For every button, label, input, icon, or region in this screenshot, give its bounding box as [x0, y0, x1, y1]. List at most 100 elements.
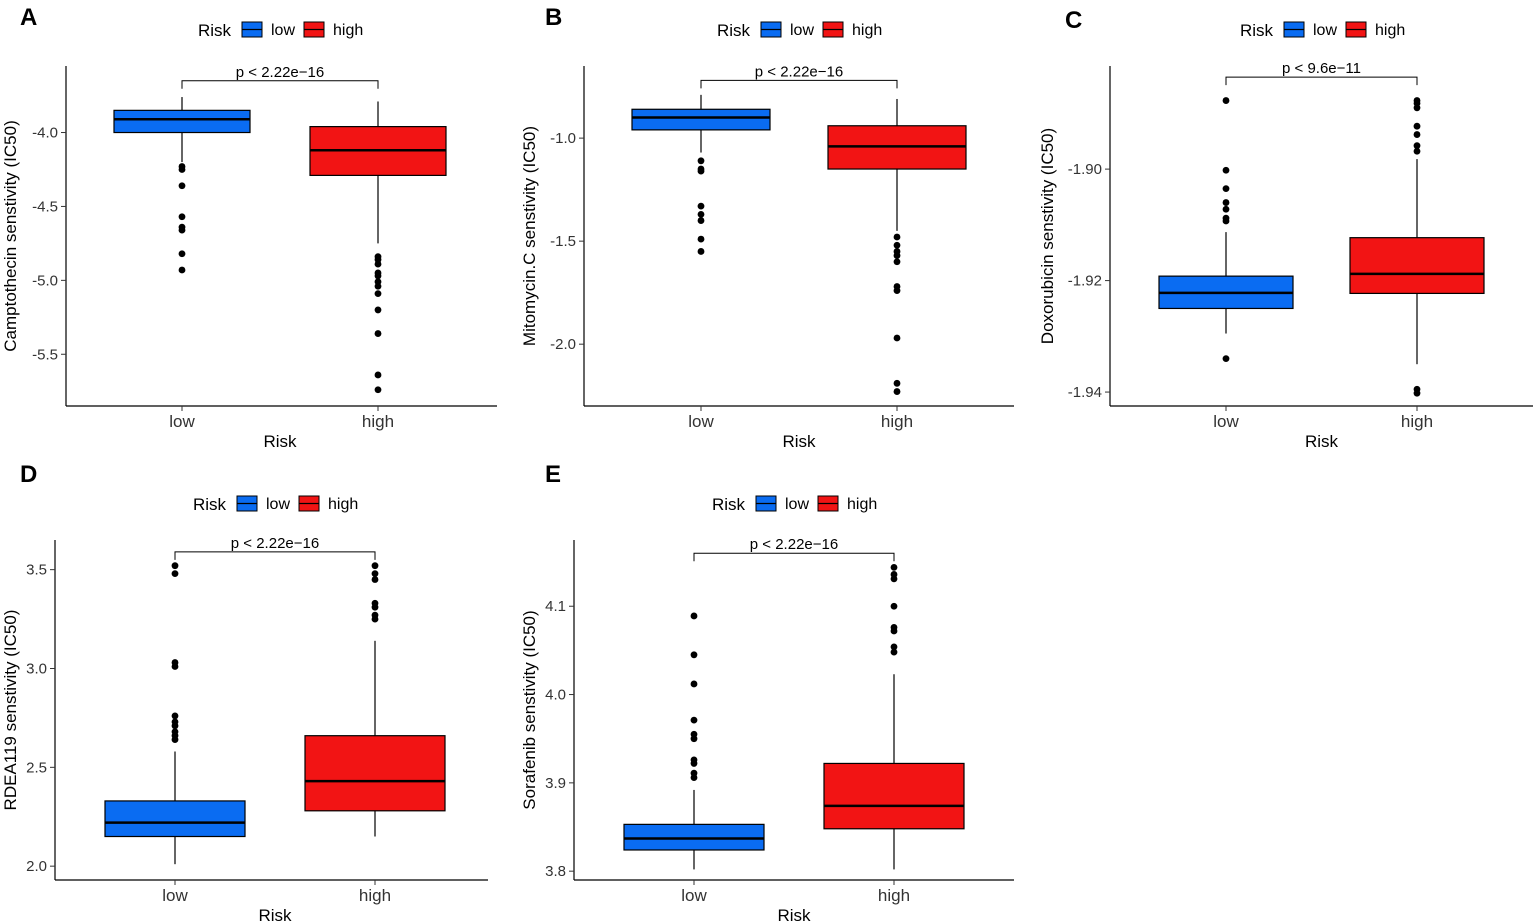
legend-title: Risk	[712, 495, 746, 514]
x-axis-title: Risk	[258, 906, 292, 923]
significance-bracket: p < 2.22e−16	[181, 64, 379, 89]
outlier-point	[893, 379, 901, 387]
p-value-label: p < 2.22e−16	[231, 535, 319, 552]
legend-title: Risk	[1240, 21, 1274, 40]
outlier-point	[374, 282, 382, 290]
outlier-point	[890, 563, 898, 571]
legend-label-low: low	[271, 22, 295, 39]
outlier-point	[890, 624, 898, 631]
box-high	[827, 98, 967, 395]
outlier-point	[1413, 131, 1421, 138]
legend: Risk low high	[712, 495, 877, 514]
y-tick-label: -1.92	[1068, 273, 1102, 290]
box-iqr	[113, 109, 251, 134]
outlier-point	[690, 769, 698, 777]
bracket-line	[700, 79, 898, 89]
bracket-line	[181, 80, 379, 89]
y-tick-label: 3.9	[545, 775, 566, 792]
outlier-point	[178, 213, 186, 221]
y-tick-label: -4.0	[32, 125, 58, 142]
outlier-point	[1222, 205, 1230, 213]
y-axis-title: Camptothecin senstivity (IC50)	[1, 120, 20, 351]
bracket-line	[1225, 76, 1418, 86]
box-high	[304, 562, 446, 837]
outlier-point	[178, 226, 186, 234]
x-tick-label: high	[1401, 412, 1433, 431]
box-high	[309, 101, 447, 394]
outlier-point	[171, 570, 179, 578]
outlier-point	[690, 716, 698, 724]
outlier-point	[371, 576, 379, 583]
x-tick-label: high	[359, 886, 391, 905]
legend: Risk low high	[1240, 21, 1405, 40]
outlier-point	[374, 272, 382, 280]
panel-B: B Risk low high -1.0 -1.5 -2.0 low high Risk Mitom…	[520, 4, 1014, 451]
significance-bracket: p < 2.22e−16	[174, 535, 376, 560]
x-tick-label: high	[878, 886, 910, 905]
legend: Risk low high	[198, 21, 363, 40]
box-iqr	[823, 762, 965, 830]
legend-label-high: high	[328, 496, 358, 513]
outlier-point	[697, 235, 705, 243]
legend-title: Risk	[717, 21, 751, 40]
panel-letter: D	[20, 461, 37, 488]
outlier-point	[178, 182, 186, 190]
outlier-point	[890, 571, 898, 578]
p-value-label: p < 2.22e−16	[755, 63, 843, 80]
outlier-point	[893, 258, 901, 266]
outlier-point	[374, 260, 382, 268]
x-axis-title: Risk	[1305, 432, 1339, 451]
outlier-point	[690, 680, 698, 688]
box-iqr	[1349, 237, 1485, 295]
outlier-point	[893, 252, 901, 259]
panel-A: A Risk low high -4.0 -4.5 -5.0 -5.5 low high Risk C…	[1, 4, 497, 451]
y-axis-title: Doxorubicin senstivity (IC50)	[1038, 128, 1057, 344]
panel-C: C Risk low high -1.90 -1.92 -1.94 low high Risk Do…	[1038, 7, 1533, 451]
outlier-point	[697, 217, 705, 224]
legend-label-low: low	[785, 496, 809, 513]
p-value-label: p < 9.6e−11	[1282, 60, 1361, 77]
x-tick-label: low	[162, 886, 188, 905]
box-iqr	[304, 735, 446, 812]
outlier-point	[893, 388, 901, 395]
outlier-point	[893, 233, 901, 241]
y-tick-label: -2.0	[550, 336, 576, 353]
box-low	[1158, 97, 1294, 363]
y-axis-title: Sorafenib senstivity (IC50)	[520, 610, 539, 809]
p-value-label: p < 2.22e−16	[750, 536, 838, 553]
panel-E: E Risk low high 3.8 3.9 4.0 4.1 low high Risk Soraf…	[520, 461, 1014, 923]
legend-label-high: high	[1375, 22, 1405, 39]
bracket-line	[174, 551, 376, 560]
y-axis-title: Mitomycin.C senstivity (IC50)	[520, 126, 539, 346]
outlier-point	[690, 756, 698, 764]
outlier-point	[171, 712, 179, 720]
outlier-point	[1413, 147, 1421, 155]
y-tick-label: -4.5	[32, 198, 58, 215]
outlier-point	[178, 166, 186, 173]
outlier-point	[697, 202, 705, 210]
outlier-point	[697, 167, 705, 175]
legend-title: Risk	[193, 495, 227, 514]
outlier-point	[374, 306, 382, 314]
legend-label-high: high	[333, 22, 363, 39]
legend-label-low: low	[266, 496, 290, 513]
outlier-point	[1222, 355, 1230, 363]
x-tick-label: high	[881, 412, 913, 431]
bracket-line	[693, 552, 895, 562]
y-tick-label: 2.0	[26, 858, 47, 875]
legend-title: Risk	[198, 21, 232, 40]
outlier-point	[374, 330, 382, 337]
x-tick-label: low	[688, 412, 714, 431]
outlier-point	[1222, 185, 1230, 193]
box-low	[113, 97, 251, 274]
significance-bracket: p < 9.6e−11	[1225, 60, 1418, 86]
panel-letter: C	[1065, 7, 1082, 34]
x-axis-title: Risk	[263, 432, 297, 451]
box-iqr	[104, 800, 246, 838]
x-tick-label: low	[681, 886, 707, 905]
y-tick-label: 4.1	[545, 598, 566, 615]
outlier-point	[178, 250, 186, 258]
x-tick-label: high	[362, 412, 394, 431]
outlier-point	[371, 570, 379, 578]
